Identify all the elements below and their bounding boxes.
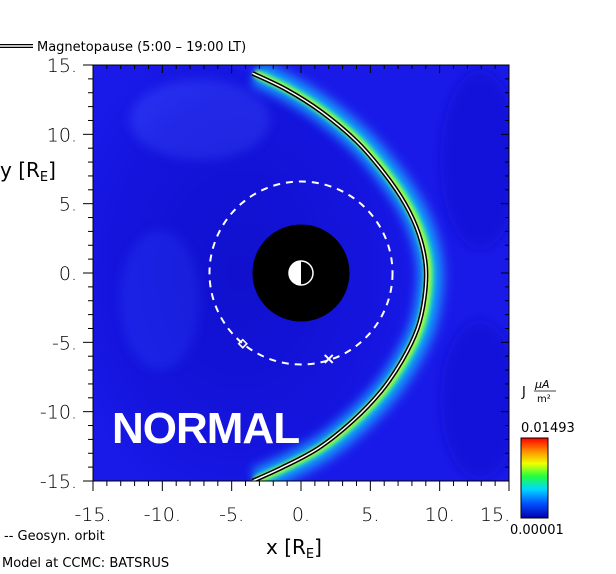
y-tick-label: 15.	[47, 55, 77, 77]
colorbar-gradient	[520, 437, 549, 519]
geosyn-orbit-label: -- Geosyn. orbit	[4, 529, 105, 544]
y-tick-label: 10.	[47, 124, 77, 146]
x-tick-label: -15.	[74, 504, 111, 526]
model-label: Model at CCMC: BATSRUS	[2, 556, 169, 571]
x-tick-label: -5.	[219, 504, 244, 526]
x-tick-label: -10.	[144, 504, 181, 526]
satellite-marker-2	[324, 354, 334, 364]
colorbar-min-label: 0.00001	[510, 523, 564, 538]
magnetopause-legend-label: Magnetopause (5:00 – 19:00 LT)	[37, 40, 246, 55]
x-tick-label: 0.	[292, 504, 310, 526]
y-tick-label: 0.	[59, 263, 77, 285]
magnetopause-legend: Magnetopause (5:00 – 19:00 LT)	[0, 40, 246, 55]
normal-label: NORMAL	[112, 404, 299, 453]
y-tick-label: 5.	[59, 194, 77, 216]
y-axis-title: y [RE]	[0, 158, 56, 185]
x-tick-label: 10.	[425, 504, 455, 526]
magnetopause-line-core	[252, 72, 427, 481]
colorbar-title: J	[521, 385, 526, 400]
y-tick-label: -15.	[40, 471, 77, 493]
colorbar-unit-num: μA	[534, 378, 550, 391]
colorbar-unit-den: m²	[537, 394, 551, 405]
x-axis-title: x [RE]	[266, 535, 322, 562]
y-tick-label: -5.	[52, 332, 77, 354]
geosynchronous-orbit	[208, 180, 394, 366]
colorbar-max-label: 0.01493	[521, 421, 575, 436]
plot-area: NORMAL	[93, 65, 509, 481]
satellite-marker-1	[237, 338, 248, 349]
x-tick-label: 5.	[361, 504, 379, 526]
y-tick-label: -10.	[40, 402, 77, 424]
x-tick-label: 15.	[480, 504, 510, 526]
colorbar: J μA m² 0.01493 0.00001	[510, 378, 575, 538]
axis-ticks: -15. -10. -5. 0. 5. 10. 15. 15. 10. 5. 0. -5. -10. -1…	[40, 55, 510, 526]
earth-icon	[288, 260, 314, 286]
